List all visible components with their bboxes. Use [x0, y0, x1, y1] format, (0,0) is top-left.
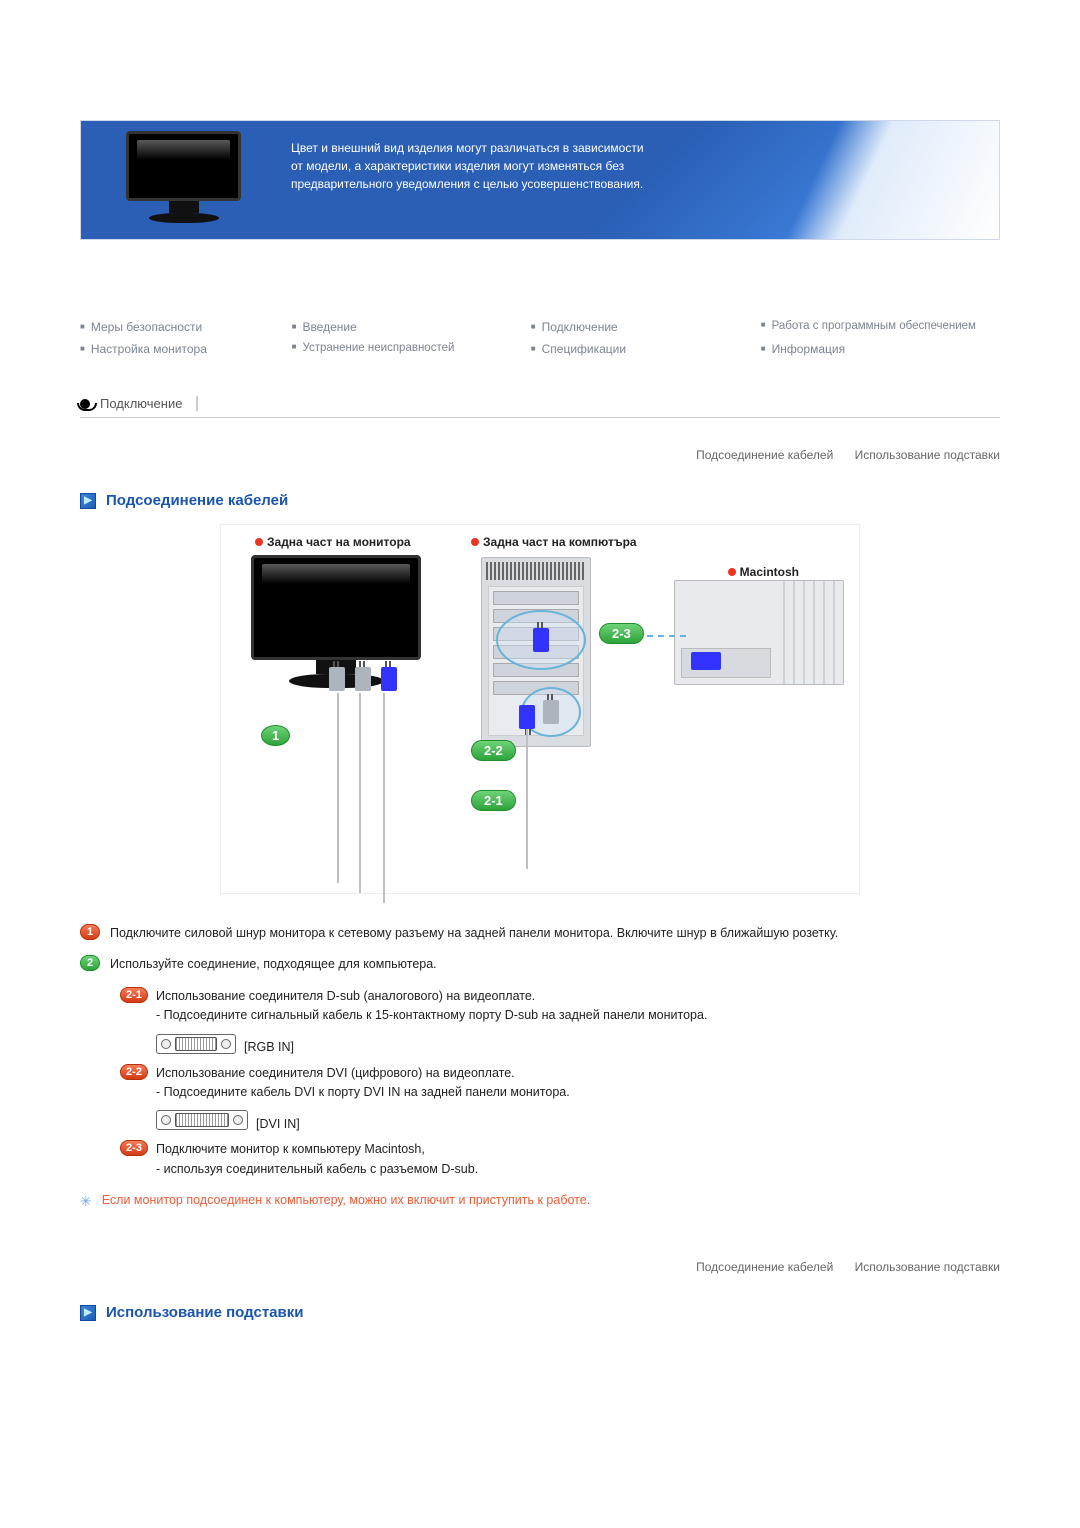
- footnote-asterisk-icon: ✳: [80, 1193, 92, 1210]
- substep-21-badge: 2-1: [120, 987, 148, 1003]
- breadcrumb-icon: [80, 399, 90, 409]
- diagram-label-monitor-back: Задна част на монитора: [255, 535, 411, 549]
- red-dot-icon: [471, 538, 479, 546]
- sublink-cables-2[interactable]: Подсоединение кабелей: [696, 1260, 833, 1274]
- steps-list: 1 Подключите силовой шнур монитора к сет…: [80, 924, 1000, 1210]
- section-stand: ▶ Использование подставки: [80, 1304, 1000, 1321]
- sub-nav: Подсоединение кабелей Использование подс…: [80, 448, 1000, 462]
- diagram-mac: [674, 580, 844, 685]
- step-2: 2 Используйте соединение, подходящее для…: [80, 955, 1000, 974]
- nav-connection[interactable]: Подключение: [531, 320, 761, 334]
- diagram-pill-21: 2-1: [471, 790, 516, 811]
- section-arrow-icon: ▶: [80, 1305, 96, 1321]
- section-arrow-icon: ▶: [80, 493, 96, 509]
- footnote-text: Если монитор подсоединен к компьютеру, м…: [102, 1193, 590, 1210]
- step-1-text: Подключите силовой шнур монитора к сетев…: [110, 924, 838, 943]
- substep-22-line1: Использование соединителя DVI (цифрового…: [156, 1064, 570, 1083]
- section-stand-title: ▶ Использование подставки: [80, 1304, 1000, 1321]
- section-cables: ▶ Подсоединение кабелей Задна част на мо…: [80, 492, 1000, 1210]
- rgb-port-icon: [156, 1034, 236, 1054]
- diagram-pc-plug: [519, 705, 535, 732]
- substep-23: 2-3 Подключите монитор к компьютеру Maci…: [120, 1140, 1000, 1179]
- breadcrumb-rule: [80, 417, 1000, 418]
- hero-banner: Цвет и внешний вид изделия могут различа…: [80, 120, 1000, 240]
- dvi-port-icon: [156, 1110, 248, 1130]
- nav-specs[interactable]: Спецификации: [531, 342, 761, 356]
- nav-software[interactable]: Работа с программным обеспечением: [761, 320, 1000, 334]
- nav-troubleshoot[interactable]: Устранение неисправностей: [292, 342, 531, 356]
- substeps: 2-1 Использование соединителя D-sub (ана…: [120, 987, 1000, 1179]
- section-cables-title: ▶ Подсоединение кабелей: [80, 492, 1000, 509]
- breadcrumb-label: Подключение: [100, 396, 198, 411]
- step-1-badge: 1: [80, 924, 100, 940]
- section-cables-title-text: Подсоединение кабелей: [106, 492, 288, 509]
- banner-monitor-illustration: [126, 131, 241, 223]
- diagram-label-macintosh: Macintosh: [728, 565, 799, 579]
- substep-21-line2: - Подсоедините сигнальный кабель к 15-ко…: [156, 1006, 707, 1025]
- substep-23-line2: - используя соединительный кабель с разъ…: [156, 1160, 478, 1179]
- diagram-pill-22: 2-2: [471, 740, 516, 761]
- substep-22-line2: - Подсоедините кабель DVI к порту DVI IN…: [156, 1083, 570, 1102]
- nav-safety[interactable]: Меры безопасности: [80, 320, 292, 334]
- connection-diagram: Задна част на монитора Задна част на ком…: [220, 524, 860, 894]
- banner-decor: [699, 120, 999, 239]
- diagram-label-pc-back: Задна част на компютъра: [471, 535, 637, 549]
- step-2-text: Используйте соединение, подходящее для к…: [110, 955, 437, 974]
- section-stand-title-text: Использование подставки: [106, 1304, 303, 1321]
- nav-intro[interactable]: Введение: [292, 320, 531, 334]
- nav-adjust[interactable]: Настройка монитора: [80, 342, 292, 356]
- substep-23-badge: 2-3: [120, 1140, 148, 1156]
- diagram-monitor-plugs: [329, 667, 397, 691]
- substep-22: 2-2 Использование соединителя DVI (цифро…: [120, 1064, 1000, 1135]
- nav-info[interactable]: Информация: [761, 342, 1000, 356]
- sublink-stand[interactable]: Использование подставки: [855, 448, 1000, 462]
- substep-21: 2-1 Использование соединителя D-sub (ана…: [120, 987, 1000, 1058]
- red-dot-icon: [255, 538, 263, 546]
- substep-22-badge: 2-2: [120, 1064, 148, 1080]
- sublink-cables[interactable]: Подсоединение кабелей: [696, 448, 833, 462]
- page-header: SAMSUNG Модель ▼ Цвет и внешний вид изде…: [80, 120, 1000, 300]
- substep-23-line1: Подключите монитор к компьютеру Macintos…: [156, 1140, 478, 1159]
- sub-nav-bottom: Подсоединение кабелей Использование подс…: [80, 1260, 1000, 1274]
- diagram-callout-23: [496, 610, 586, 670]
- substep-21-line1: Использование соединителя D-sub (аналого…: [156, 987, 707, 1006]
- primary-nav: Меры безопасности Введение Подключение Р…: [80, 310, 1000, 356]
- banner-notice: Цвет и внешний вид изделия могут различа…: [291, 139, 651, 193]
- step-1: 1 Подключите силовой шнур монитора к сет…: [80, 924, 1000, 943]
- red-dot-icon: [728, 568, 736, 576]
- diagram-pill-1: 1: [261, 725, 290, 746]
- diagram-pill-23: 2-3: [599, 623, 644, 644]
- step-2-badge: 2: [80, 955, 100, 971]
- dvi-port-label: [DVI IN]: [256, 1115, 300, 1134]
- rgb-port-label: [RGB IN]: [244, 1038, 294, 1057]
- footnote: ✳ Если монитор подсоединен к компьютеру,…: [80, 1193, 1000, 1210]
- sublink-stand-2[interactable]: Использование подставки: [855, 1260, 1000, 1274]
- breadcrumb: Подключение: [80, 396, 1000, 411]
